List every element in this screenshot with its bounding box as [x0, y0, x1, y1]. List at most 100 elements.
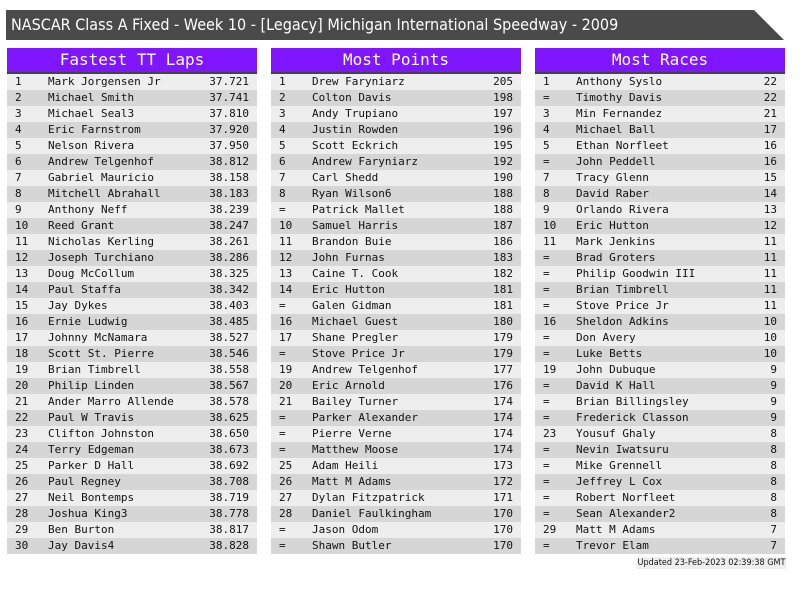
table-row: 18 Scott St. Pierre 38.546	[7, 346, 257, 362]
driver-name: Jason Odom	[312, 523, 379, 536]
value-cell: 174	[493, 443, 513, 456]
driver-name: Galen Gidman	[312, 299, 392, 312]
value-cell: 11	[763, 235, 777, 248]
value-cell: 170	[493, 523, 513, 536]
driver-name: Shane Pregler	[312, 331, 399, 344]
table-row: 21 Bailey Turner 174	[271, 394, 521, 410]
table-row: 4 Justin Rowden 196	[271, 122, 521, 138]
rank-cell: 29	[543, 523, 557, 536]
value-cell: 38.567	[209, 379, 249, 392]
table-row: 9 Anthony Neff 38.239	[7, 202, 257, 218]
value-cell: 22	[763, 75, 777, 88]
value-cell: 38.546	[209, 347, 249, 360]
driver-name: John Furnas	[312, 251, 385, 264]
leaderboard-rows: 1 Drew Faryniarz 205 2 Colton Davis 198 3 Andy …	[271, 74, 521, 554]
table-row: 28 Daniel Faulkingham 170	[271, 506, 521, 522]
table-row: 20 Philip Linden 38.567	[7, 378, 257, 394]
table-row: = Stove Price Jr 179	[271, 346, 521, 362]
driver-name: Clifton Johnston	[48, 427, 154, 440]
driver-name: Eric Farnstrom	[48, 123, 141, 136]
rank-cell: 14	[15, 283, 29, 296]
driver-name: Bailey Turner	[312, 395, 399, 408]
driver-name: Brian Timbrell	[48, 363, 141, 376]
table-row: 21 Ander Marro Allende 38.578	[7, 394, 257, 410]
rank-cell: 24	[15, 443, 29, 456]
panel-most-races: Most Races 1 Anthony Syslo 22 = Timothy Davi…	[535, 48, 785, 554]
rank-cell: 16	[279, 315, 293, 328]
value-cell: 38.708	[209, 475, 249, 488]
rank-cell: 28	[15, 507, 29, 520]
driver-name: Eric Hutton	[576, 219, 649, 232]
table-row: 22 Paul W Travis 38.625	[7, 410, 257, 426]
rank-cell: =	[543, 267, 550, 280]
value-cell: 38.692	[209, 459, 249, 472]
driver-name: Joshua King3	[48, 507, 128, 520]
driver-name: Samuel Harris	[312, 219, 399, 232]
driver-name: Ben Burton	[48, 523, 115, 536]
driver-name: Johnny McNamara	[48, 331, 148, 344]
driver-name: David K Hall	[576, 379, 656, 392]
value-cell: 11	[763, 267, 777, 280]
table-row: = Timothy Davis 22	[535, 90, 785, 106]
value-cell: 38.485	[209, 315, 249, 328]
table-row: 20 Eric Arnold 176	[271, 378, 521, 394]
driver-name: Orlando Rivera	[576, 203, 669, 216]
driver-name: Pierre Verne	[312, 427, 392, 440]
value-cell: 37.741	[209, 91, 249, 104]
value-cell: 205	[493, 75, 513, 88]
table-row: 25 Parker D Hall 38.692	[7, 458, 257, 474]
rank-cell: 14	[279, 283, 293, 296]
rank-cell: 26	[15, 475, 29, 488]
rank-cell: =	[279, 443, 286, 456]
rank-cell: 17	[279, 331, 293, 344]
driver-name: Stove Price Jr	[312, 347, 405, 360]
table-row: 24 Terry Edgeman 38.673	[7, 442, 257, 458]
value-cell: 38.828	[209, 539, 249, 552]
rank-cell: 20	[279, 379, 293, 392]
value-cell: 38.625	[209, 411, 249, 424]
driver-name: Shawn Butler	[312, 539, 392, 552]
table-row: = Robert Norfleet 8	[535, 490, 785, 506]
rank-cell: 18	[15, 347, 29, 360]
driver-name: Adam Heili	[312, 459, 379, 472]
rank-cell: =	[543, 539, 550, 552]
rank-cell: 6	[15, 155, 22, 168]
driver-name: Ethan Norfleet	[576, 139, 669, 152]
rank-cell: 17	[15, 331, 29, 344]
table-row: 3 Andy Trupiano 197	[271, 106, 521, 122]
rank-cell: =	[543, 475, 550, 488]
table-row: = Shawn Butler 170	[271, 538, 521, 554]
rank-cell: 11	[543, 235, 557, 248]
value-cell: 22	[763, 91, 777, 104]
table-row: 10 Eric Hutton 12	[535, 218, 785, 234]
value-cell: 11	[763, 251, 777, 264]
rank-cell: 13	[15, 267, 29, 280]
table-row: 8 Mitchell Abrahall 38.183	[7, 186, 257, 202]
value-cell: 180	[493, 315, 513, 328]
table-row: = Pierre Verne 174	[271, 426, 521, 442]
table-row: = Parker Alexander 174	[271, 410, 521, 426]
table-row: 12 Joseph Turchiano 38.286	[7, 250, 257, 266]
driver-name: Luke Betts	[576, 347, 643, 360]
driver-name: Brandon Buie	[312, 235, 392, 248]
driver-name: Robert Norfleet	[576, 491, 676, 504]
value-cell: 190	[493, 171, 513, 184]
table-row: 11 Brandon Buie 186	[271, 234, 521, 250]
value-cell: 7	[770, 539, 777, 552]
table-row: 6 Andrew Faryniarz 192	[271, 154, 521, 170]
value-cell: 198	[493, 91, 513, 104]
value-cell: 37.920	[209, 123, 249, 136]
table-row: 27 Neil Bontemps 38.719	[7, 490, 257, 506]
value-cell: 195	[493, 139, 513, 152]
value-cell: 38.239	[209, 203, 249, 216]
table-row: 26 Paul Regney 38.708	[7, 474, 257, 490]
value-cell: 15	[763, 171, 777, 184]
driver-name: Nevin Iwatsuru	[576, 443, 669, 456]
driver-name: Nelson Rivera	[48, 139, 135, 152]
rank-cell: 9	[543, 203, 550, 216]
table-row: = Don Avery 10	[535, 330, 785, 346]
table-row: 3 Min Fernandez 21	[535, 106, 785, 122]
table-row: 29 Ben Burton 38.817	[7, 522, 257, 538]
rank-cell: 1	[279, 75, 286, 88]
rank-cell: =	[543, 379, 550, 392]
